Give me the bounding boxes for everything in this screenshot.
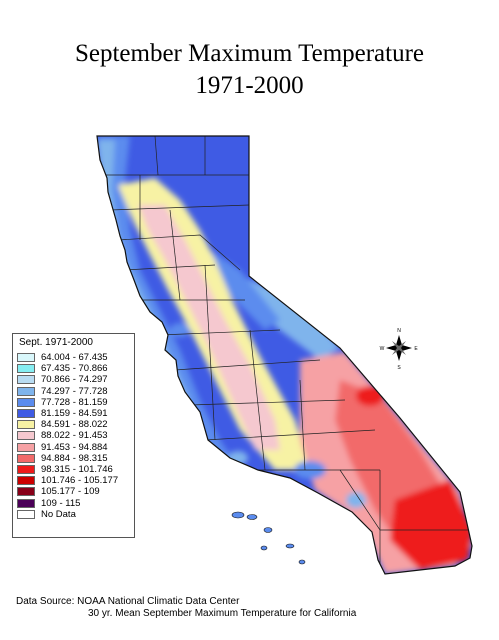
legend-item: 109 - 115	[17, 497, 130, 509]
island	[263, 527, 273, 533]
legend-swatch	[17, 353, 35, 363]
compass-w: W	[380, 346, 385, 352]
county-line	[249, 329, 266, 471]
legend-label: 77.728 - 81.159	[41, 396, 108, 408]
compass-n: N	[397, 328, 401, 334]
island	[298, 559, 306, 565]
legend-label: 88.022 - 91.453	[41, 430, 108, 442]
legend-swatch	[17, 453, 35, 463]
legend-item: 84.591 - 88.022	[17, 419, 130, 430]
legend-label: 64.004 - 67.435	[41, 352, 108, 364]
compass-arrow	[399, 341, 406, 348]
legend-swatch	[17, 442, 35, 452]
legend-label: 67.435 - 70.866	[41, 363, 108, 375]
legend-label: 105.177 - 109	[41, 486, 100, 498]
county-line	[204, 264, 216, 441]
compass-arrow	[386, 345, 399, 351]
zone-coast-74-77	[97, 140, 190, 405]
temperature-field	[97, 136, 472, 574]
compass-s: S	[397, 365, 401, 371]
legend-item: 64.004 - 67.435	[17, 352, 130, 363]
legend-swatch	[17, 397, 35, 407]
legend-item: 88.022 - 91.453	[17, 430, 130, 441]
zone-sierra-77-81	[210, 250, 280, 330]
map-title-line2: 1971-2000	[195, 72, 304, 99]
legend-item: 94.884 - 98.315	[17, 453, 130, 464]
island	[285, 543, 295, 549]
compass-rose: N S E W	[380, 328, 419, 371]
legend-label: 70.866 - 74.297	[41, 374, 108, 386]
legend-swatch	[17, 431, 35, 441]
legend-item: 81.159 - 84.591	[17, 408, 130, 419]
county-line	[154, 136, 159, 176]
county-line	[174, 359, 321, 371]
legend-swatch	[17, 464, 35, 474]
legend-label: 74.297 - 77.728	[41, 385, 108, 397]
legend-item: 67.435 - 70.866	[17, 363, 130, 374]
county-line	[169, 209, 181, 301]
county-line	[124, 264, 216, 271]
legend-swatch	[17, 409, 35, 419]
legend-item: No Data	[17, 509, 130, 520]
compass-arrow	[392, 341, 399, 348]
legend-title: Sept. 1971-2000	[19, 337, 93, 348]
data-source-line2: 30 yr. Mean September Maximum Temperatur…	[88, 608, 357, 619]
channel-islands	[231, 511, 306, 565]
legend-label: 94.884 - 98.315	[41, 452, 108, 464]
island	[231, 511, 245, 519]
legend-label: 91.453 - 94.884	[41, 441, 108, 453]
compass-e: E	[414, 346, 418, 352]
zone-death-valley-hot	[356, 386, 384, 406]
legend-item: 70.866 - 74.297	[17, 374, 130, 385]
compass-arrow	[399, 345, 412, 351]
compass-arrow	[396, 348, 402, 361]
legend-label: 101.746 - 105.177	[41, 475, 119, 487]
legend-rows: 64.004 - 67.435 67.435 - 70.866 70.866 - 7…	[17, 352, 130, 520]
legend-swatch	[17, 364, 35, 374]
legend-swatch	[17, 420, 35, 430]
legend-item: 74.297 - 77.728	[17, 386, 130, 397]
legend-label: 98.315 - 101.746	[41, 463, 113, 475]
legend-item: 91.453 - 94.884	[17, 442, 130, 453]
zone-valley-88-91	[138, 205, 280, 450]
legend-swatch	[17, 509, 35, 519]
legend-label: 84.591 - 88.022	[41, 419, 108, 431]
compass-arrow	[392, 348, 399, 355]
county-line	[159, 329, 281, 336]
county-line	[204, 429, 376, 441]
county-boundaries	[100, 136, 470, 574]
legend-label: No Data	[41, 508, 76, 520]
map-title-line1: September Maximum Temperature	[74, 40, 425, 67]
legend-swatch	[17, 498, 35, 508]
legend-item: 77.728 - 81.159	[17, 397, 130, 408]
compass-arrow	[396, 335, 402, 348]
county-line	[189, 399, 346, 406]
compass-arrow	[399, 348, 406, 355]
data-source: Data Source: NOAA National Climatic Data…	[16, 596, 356, 620]
legend-item: 98.315 - 101.746	[17, 464, 130, 475]
legend-swatch	[17, 476, 35, 486]
legend-swatch	[17, 375, 35, 385]
legend-swatch	[17, 386, 35, 396]
zone-cool-spot	[346, 492, 366, 508]
legend-label: 109 - 115	[41, 497, 81, 509]
legend-swatch	[17, 487, 35, 497]
zone-sierra-east-74-77	[240, 276, 340, 360]
zone-cool-spot	[170, 323, 190, 337]
legend-label: 81.159 - 84.591	[41, 408, 108, 420]
county-line	[109, 204, 251, 211]
zone-desert-98-101	[390, 480, 472, 570]
legend-item: 101.746 - 105.177	[17, 475, 130, 486]
island	[260, 545, 268, 551]
map-legend: Sept. 1971-2000 64.004 - 67.435 67.435 - …	[12, 333, 135, 538]
island	[246, 514, 258, 520]
legend-item: 105.177 - 109	[17, 486, 130, 497]
county-line	[299, 379, 306, 471]
county-line	[117, 234, 241, 271]
data-source-line1: Data Source: NOAA National Climatic Data…	[16, 596, 240, 607]
